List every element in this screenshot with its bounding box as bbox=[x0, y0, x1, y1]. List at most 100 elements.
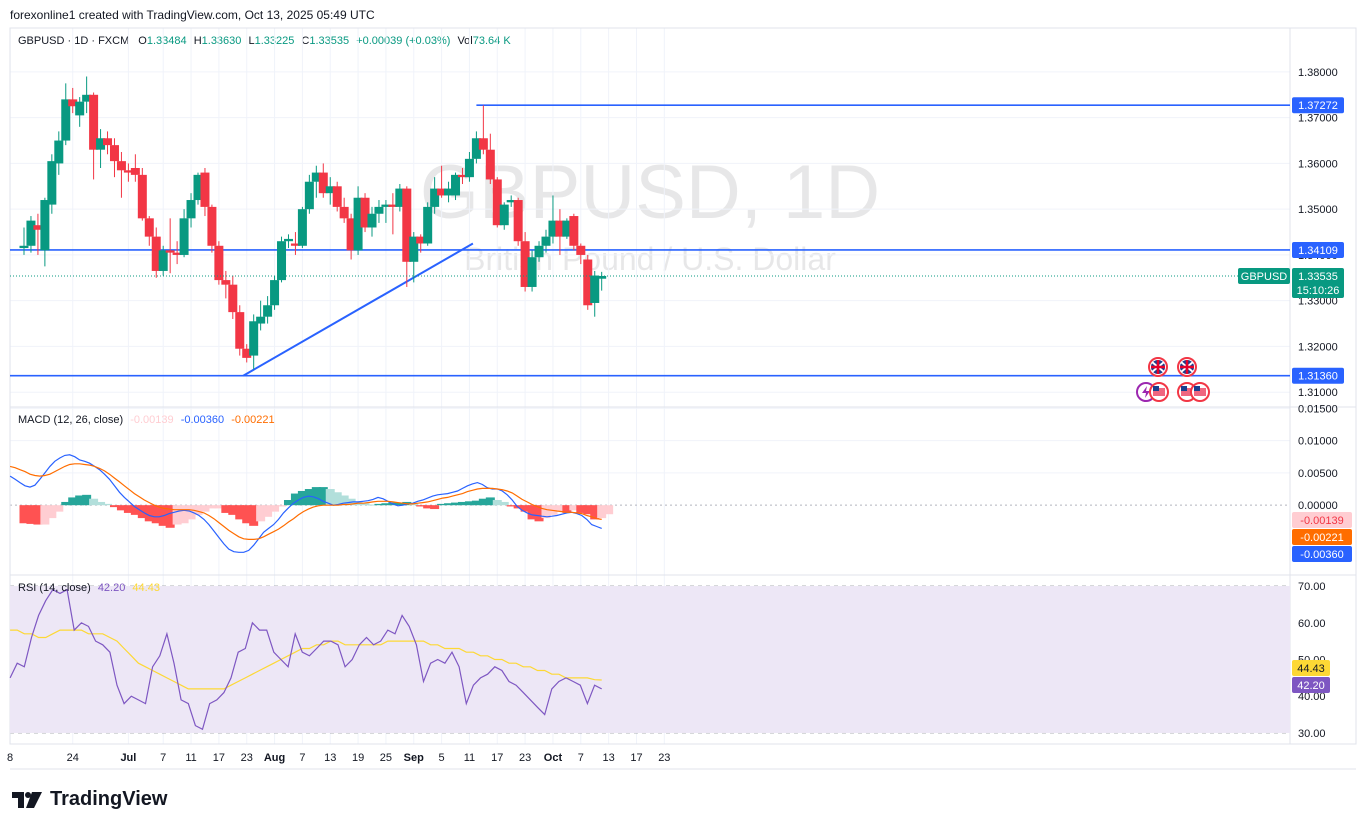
uk-flag-icon[interactable] bbox=[1177, 357, 1197, 377]
candle-body[interactable] bbox=[492, 179, 502, 226]
candle-body[interactable] bbox=[283, 238, 293, 242]
candle-body[interactable] bbox=[562, 220, 572, 237]
candle-body[interactable] bbox=[430, 188, 440, 207]
candle-body[interactable] bbox=[242, 348, 252, 358]
candle-body[interactable] bbox=[381, 204, 391, 207]
tradingview-logo[interactable]: TradingView bbox=[12, 788, 167, 811]
rsi-line bbox=[9, 588, 602, 731]
candle-body[interactable] bbox=[360, 197, 370, 228]
candle-body[interactable] bbox=[478, 138, 488, 150]
us-flag-icon[interactable] bbox=[1190, 382, 1210, 402]
rsi-pane[interactable] bbox=[9, 586, 1290, 733]
candle-body[interactable] bbox=[137, 174, 147, 219]
candle-body[interactable] bbox=[235, 312, 245, 349]
candle-body[interactable] bbox=[68, 99, 78, 107]
candle-body[interactable] bbox=[221, 280, 231, 285]
candle-body[interactable] bbox=[151, 236, 161, 271]
macd-histogram-bar bbox=[19, 505, 29, 524]
candle-body[interactable] bbox=[583, 259, 593, 306]
candle-body[interactable] bbox=[367, 213, 377, 228]
candle-body[interactable] bbox=[297, 209, 307, 246]
candle-body[interactable] bbox=[172, 252, 182, 255]
candle-body[interactable] bbox=[464, 158, 474, 178]
candle-body[interactable] bbox=[256, 316, 266, 324]
candle-body[interactable] bbox=[339, 206, 349, 219]
candle-body[interactable] bbox=[75, 101, 85, 116]
candle-body[interactable] bbox=[527, 257, 537, 287]
candle-body[interactable] bbox=[228, 284, 238, 313]
candle-body[interactable] bbox=[451, 174, 461, 196]
candle-body[interactable] bbox=[116, 161, 126, 171]
candle-body[interactable] bbox=[597, 275, 607, 279]
candle-body[interactable] bbox=[534, 245, 544, 258]
candle-body[interactable] bbox=[263, 305, 273, 317]
candle-body[interactable] bbox=[332, 186, 342, 207]
candle-body[interactable] bbox=[555, 220, 565, 237]
candle-body[interactable] bbox=[590, 275, 600, 303]
candle-body[interactable] bbox=[47, 161, 57, 205]
candle-body[interactable] bbox=[89, 94, 99, 150]
candle-body[interactable] bbox=[395, 188, 405, 207]
chart-frame bbox=[9, 27, 1357, 745]
candle-body[interactable] bbox=[304, 181, 314, 210]
candle-body[interactable] bbox=[200, 172, 210, 207]
candle-body[interactable] bbox=[499, 204, 509, 226]
candle-body[interactable] bbox=[186, 200, 196, 219]
candle-body[interactable] bbox=[485, 149, 495, 180]
candle-body[interactable] bbox=[541, 236, 551, 246]
trendline[interactable] bbox=[242, 242, 474, 377]
economic-event-icons[interactable] bbox=[1136, 357, 1210, 402]
uk-flag-icon[interactable] bbox=[1148, 357, 1168, 377]
candle-body[interactable] bbox=[374, 206, 384, 214]
candle-body[interactable] bbox=[26, 220, 36, 246]
candle-body[interactable] bbox=[158, 250, 168, 271]
candle-body[interactable] bbox=[130, 168, 140, 175]
candle-body[interactable] bbox=[109, 145, 119, 162]
candle-body[interactable] bbox=[318, 172, 328, 194]
candle-body[interactable] bbox=[96, 138, 106, 150]
candle-body[interactable] bbox=[82, 94, 92, 102]
candle-body[interactable] bbox=[144, 218, 154, 237]
candle-body[interactable] bbox=[193, 174, 203, 201]
candle-body[interactable] bbox=[179, 218, 189, 255]
candle-body[interactable] bbox=[548, 220, 558, 237]
symbol-label[interactable]: GBPUSD · 1D · FXCM bbox=[18, 35, 130, 47]
candle-body[interactable] bbox=[444, 188, 454, 196]
macd-histogram-bar bbox=[437, 503, 447, 506]
candle-body[interactable] bbox=[346, 218, 356, 251]
candle-body[interactable] bbox=[423, 206, 433, 244]
candle-body[interactable] bbox=[353, 197, 363, 251]
candle-body[interactable] bbox=[457, 174, 467, 178]
candle-body[interactable] bbox=[54, 140, 64, 164]
candle-body[interactable] bbox=[103, 138, 113, 146]
candle-body[interactable] bbox=[569, 216, 579, 246]
candle-body[interactable] bbox=[471, 138, 481, 159]
candle-body[interactable] bbox=[513, 200, 523, 242]
candle-body[interactable] bbox=[325, 186, 335, 194]
candle-body[interactable] bbox=[416, 236, 426, 244]
price-pane[interactable] bbox=[10, 76, 1290, 377]
candle-body[interactable] bbox=[214, 245, 224, 281]
candle-body[interactable] bbox=[506, 200, 516, 203]
candle-body[interactable] bbox=[388, 204, 398, 207]
candle-body[interactable] bbox=[520, 241, 530, 287]
macd-pane[interactable] bbox=[9, 454, 614, 553]
candle-body[interactable] bbox=[402, 188, 412, 262]
candle-body[interactable] bbox=[409, 236, 419, 262]
candle-body[interactable] bbox=[19, 245, 29, 249]
candle-body[interactable] bbox=[270, 280, 280, 306]
candle-body[interactable] bbox=[40, 200, 50, 251]
candle-body[interactable] bbox=[437, 188, 447, 196]
candle-body[interactable] bbox=[576, 245, 586, 255]
candle-body[interactable] bbox=[290, 243, 300, 246]
candle-body[interactable] bbox=[311, 172, 321, 182]
candle-body[interactable] bbox=[277, 241, 287, 281]
candle-body[interactable] bbox=[61, 99, 71, 141]
candle-body[interactable] bbox=[249, 321, 259, 356]
candle-body[interactable] bbox=[123, 170, 133, 173]
us-flag-icon[interactable] bbox=[1149, 382, 1169, 402]
candle-body[interactable] bbox=[207, 206, 217, 246]
candle-body[interactable] bbox=[165, 250, 175, 253]
candle-body[interactable] bbox=[33, 225, 43, 230]
